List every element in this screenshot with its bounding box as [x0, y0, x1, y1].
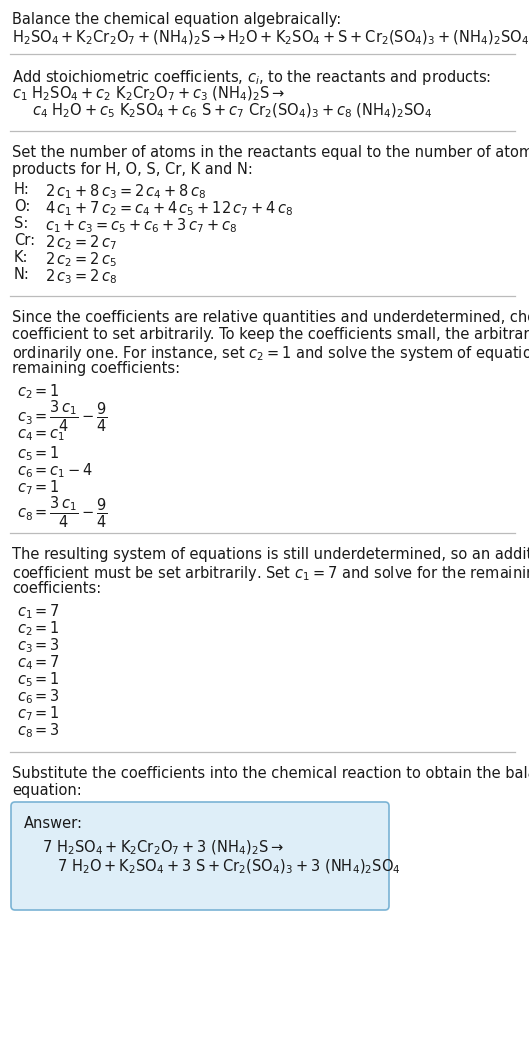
- Text: $c_1\ \mathrm{H_2SO_4} + c_2\ \mathrm{K_2Cr_2O_7} + c_3\ \mathrm{(NH_4)_2S} \rig: $c_1\ \mathrm{H_2SO_4} + c_2\ \mathrm{K_…: [12, 85, 285, 103]
- Text: $c_8 = 3$: $c_8 = 3$: [17, 721, 60, 740]
- Text: products for H, O, S, Cr, K and N:: products for H, O, S, Cr, K and N:: [12, 162, 253, 177]
- Text: $c_5 = 1$: $c_5 = 1$: [17, 670, 60, 688]
- Text: H:: H:: [14, 182, 30, 197]
- Text: $c_7 = 1$: $c_7 = 1$: [17, 704, 60, 723]
- Text: Balance the chemical equation algebraically:: Balance the chemical equation algebraica…: [12, 12, 341, 27]
- Text: coefficient must be set arbitrarily. Set $c_1 = 7$ and solve for the remaining: coefficient must be set arbitrarily. Set…: [12, 564, 529, 583]
- Text: $c_3 = \dfrac{3\,c_1}{4} - \dfrac{9}{4}$: $c_3 = \dfrac{3\,c_1}{4} - \dfrac{9}{4}$: [17, 399, 108, 434]
- Text: Since the coefficients are relative quantities and underdetermined, choose a: Since the coefficients are relative quan…: [12, 310, 529, 325]
- Text: $2\,c_2 = 2\,c_5$: $2\,c_2 = 2\,c_5$: [45, 250, 117, 269]
- Text: $c_4 = 7$: $c_4 = 7$: [17, 653, 60, 671]
- Text: $c_2 = 1$: $c_2 = 1$: [17, 619, 60, 638]
- Text: ordinarily one. For instance, set $c_2 = 1$ and solve the system of equations fo: ordinarily one. For instance, set $c_2 =…: [12, 344, 529, 363]
- Text: $c_7 = 1$: $c_7 = 1$: [17, 479, 60, 496]
- Text: O:: O:: [14, 199, 30, 214]
- Text: coefficients:: coefficients:: [12, 581, 101, 596]
- Text: $c_8 = \dfrac{3\,c_1}{4} - \dfrac{9}{4}$: $c_8 = \dfrac{3\,c_1}{4} - \dfrac{9}{4}$: [17, 495, 108, 530]
- Text: remaining coefficients:: remaining coefficients:: [12, 362, 180, 376]
- Text: $c_6 = c_1 - 4$: $c_6 = c_1 - 4$: [17, 461, 93, 480]
- Text: $2\,c_2 = 2\,c_7$: $2\,c_2 = 2\,c_7$: [45, 233, 117, 252]
- Text: $2\,c_3 = 2\,c_8$: $2\,c_3 = 2\,c_8$: [45, 267, 117, 286]
- Text: $c_6 = 3$: $c_6 = 3$: [17, 687, 60, 706]
- Text: Set the number of atoms in the reactants equal to the number of atoms in the: Set the number of atoms in the reactants…: [12, 145, 529, 160]
- Text: Cr:: Cr:: [14, 233, 35, 248]
- Text: $7\ \mathrm{H_2O} + \mathrm{K_2SO_4} + 3\ \mathrm{S} + \mathrm{Cr_2(SO_4)_3} + 3: $7\ \mathrm{H_2O} + \mathrm{K_2SO_4} + 3…: [57, 858, 401, 876]
- FancyBboxPatch shape: [11, 802, 389, 910]
- Text: coefficient to set arbitrarily. To keep the coefficients small, the arbitrary va: coefficient to set arbitrarily. To keep …: [12, 327, 529, 341]
- Text: Substitute the coefficients into the chemical reaction to obtain the balanced: Substitute the coefficients into the che…: [12, 766, 529, 781]
- Text: $c_2 = 1$: $c_2 = 1$: [17, 382, 60, 401]
- Text: K:: K:: [14, 250, 29, 265]
- Text: N:: N:: [14, 267, 30, 282]
- Text: $c_1 + c_3 = c_5 + c_6 + 3\,c_7 + c_8$: $c_1 + c_3 = c_5 + c_6 + 3\,c_7 + c_8$: [45, 216, 238, 235]
- Text: Add stoichiometric coefficients, $c_i$, to the reactants and products:: Add stoichiometric coefficients, $c_i$, …: [12, 69, 491, 87]
- Text: The resulting system of equations is still underdetermined, so an additional: The resulting system of equations is sti…: [12, 547, 529, 562]
- Text: $c_1 = 7$: $c_1 = 7$: [17, 602, 60, 621]
- Text: $2\,c_1 + 8\,c_3 = 2\,c_4 + 8\,c_8$: $2\,c_1 + 8\,c_3 = 2\,c_4 + 8\,c_8$: [45, 182, 206, 200]
- Text: S:: S:: [14, 216, 29, 231]
- Text: $c_4\ \mathrm{H_2O} + c_5\ \mathrm{K_2SO_4} + c_6\ \mathrm{S} + c_7\ \mathrm{Cr_: $c_4\ \mathrm{H_2O} + c_5\ \mathrm{K_2SO…: [32, 102, 432, 120]
- Text: $c_4 = c_1$: $c_4 = c_1$: [17, 427, 66, 443]
- Text: $4\,c_1 + 7\,c_2 = c_4 + 4\,c_5 + 12\,c_7 + 4\,c_8$: $4\,c_1 + 7\,c_2 = c_4 + 4\,c_5 + 12\,c_…: [45, 199, 294, 218]
- Text: $\mathrm{H_2SO_4 + K_2Cr_2O_7 + (NH_4)_2S \rightarrow H_2O + K_2SO_4 + S + Cr_2(: $\mathrm{H_2SO_4 + K_2Cr_2O_7 + (NH_4)_2…: [12, 30, 529, 47]
- Text: $7\ \mathrm{H_2SO_4} + \mathrm{K_2Cr_2O_7} + 3\ \mathrm{(NH_4)_2S} \rightarrow$: $7\ \mathrm{H_2SO_4} + \mathrm{K_2Cr_2O_…: [42, 839, 284, 857]
- Text: $c_5 = 1$: $c_5 = 1$: [17, 444, 60, 463]
- Text: $c_3 = 3$: $c_3 = 3$: [17, 636, 60, 655]
- Text: equation:: equation:: [12, 783, 82, 798]
- Text: Answer:: Answer:: [24, 816, 83, 831]
